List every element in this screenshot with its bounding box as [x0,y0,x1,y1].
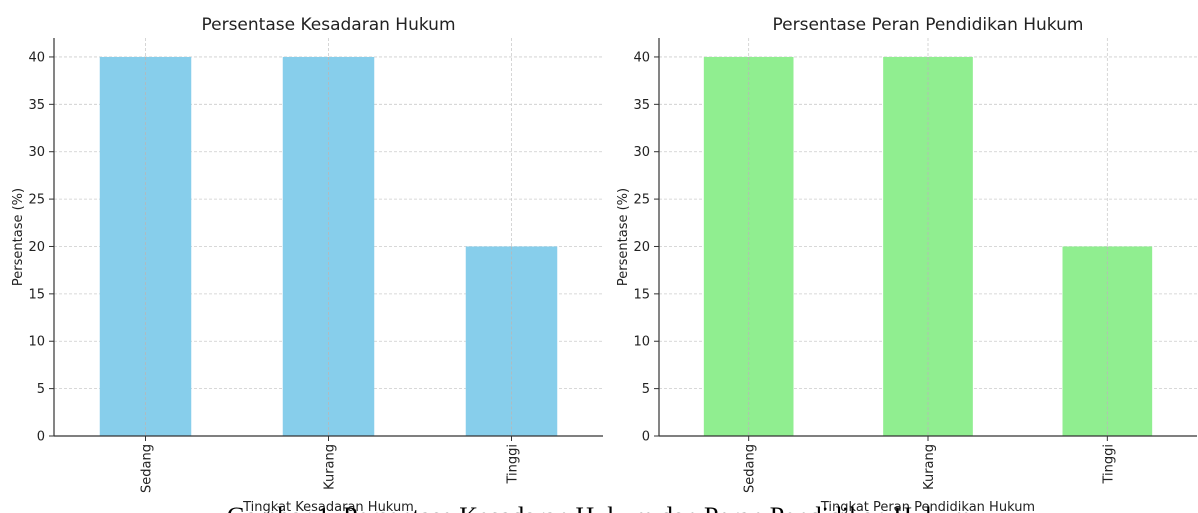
chart1-y-tick-label: 10 [28,335,45,350]
chart1-y-tick-label: 35 [28,98,45,113]
chart1-x-tick-label: Kurang [323,444,338,490]
chart2-y-axis-label: Persentase (%) [616,188,631,286]
chart2-title: Persentase Peran Pendidikan Hukum [773,15,1084,35]
chart1-x-tick-label: Tinggi [506,444,521,485]
chart2-y-tick-label: 0 [642,430,650,445]
chart1-y-tick-label: 25 [28,193,45,208]
chart1-y-tick-label: 40 [28,50,45,65]
chart1-y-tick-label: 0 [37,430,45,445]
figure-caption: Gambar 1. Persentase Kesadaran Hukum dan… [0,497,1198,513]
chart1-y-tick-label: 20 [28,240,45,255]
chart2-y-tick-label: 15 [633,287,650,302]
chart1-x-axis-label: Tingkat Kesadaran Hukum [242,500,414,513]
chart1-y-tick-label: 30 [28,145,45,160]
chart2-y-tick-label: 5 [642,382,650,397]
chart1-y-tick-label: 5 [37,382,45,397]
chart2-x-tick-label: Tinggi [1101,444,1116,485]
chart2-y-tick-label: 35 [633,98,650,113]
chart2-y-tick-label: 30 [633,145,650,160]
chart2-y-tick-label: 25 [633,193,650,208]
chart2-x-axis-label: Tingkat Peran Pendidikan Hukum [820,500,1035,513]
chart2-x-tick-label: Sedang [743,444,758,493]
chart2-y-tick-label: 10 [633,335,650,350]
chart1-x-tick-label: Sedang [140,444,155,493]
chart2-y-tick-label: 20 [633,240,650,255]
chart1-title: Persentase Kesadaran Hukum [201,15,455,35]
chart2-y-tick-label: 40 [633,50,650,65]
chart2-x-tick-label: Kurang [922,444,937,490]
chart1-y-tick-label: 15 [28,287,45,302]
chart1-y-axis-label: Persentase (%) [11,188,26,286]
